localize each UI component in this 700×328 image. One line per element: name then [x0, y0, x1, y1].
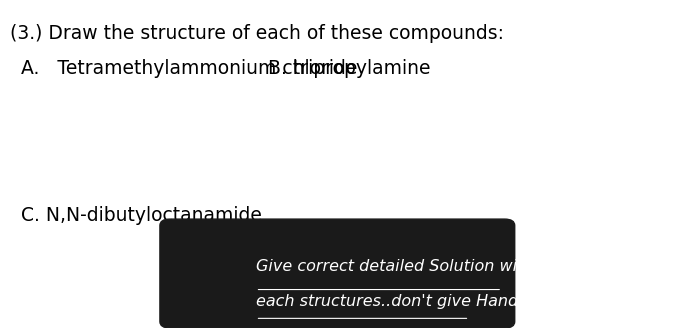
Text: each structures..don't give Handwritten answer.: each structures..don't give Handwritten … [256, 294, 641, 309]
Text: B. tripropylamine: B. tripropylamine [268, 59, 430, 78]
Text: A.   Tetramethylammonium chloride: A. Tetramethylammonium chloride [20, 59, 357, 78]
Text: (3.) Draw the structure of each of these compounds:: (3.) Draw the structure of each of these… [10, 24, 505, 43]
FancyBboxPatch shape [160, 219, 514, 328]
Text: Give correct detailed Solution with explanation needed of: Give correct detailed Solution with expl… [256, 259, 700, 274]
Text: C. N,N-dibutyloctanamide: C. N,N-dibutyloctanamide [20, 206, 261, 225]
